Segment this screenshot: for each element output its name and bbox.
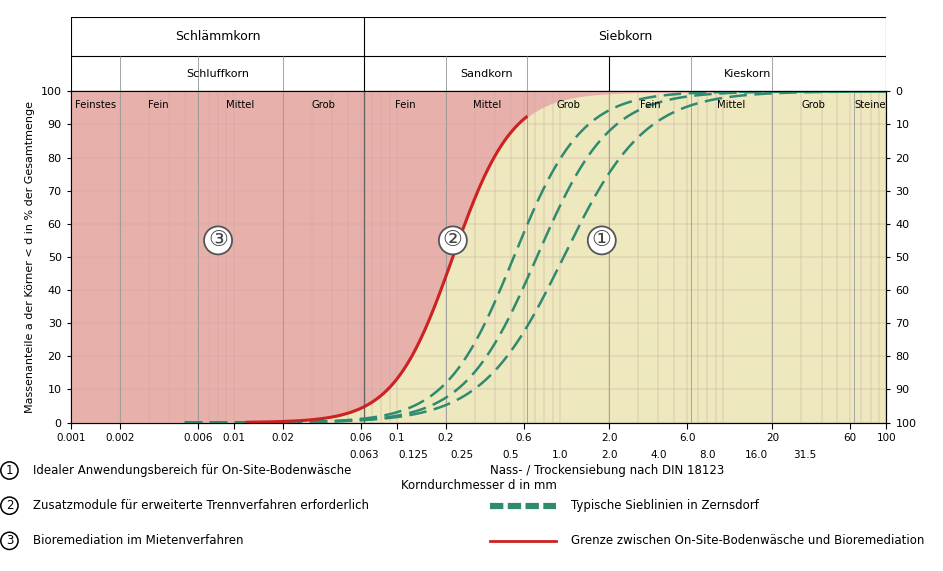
Text: 1: 1 [6,464,13,477]
Text: Feinstes: Feinstes [74,100,116,110]
Text: Idealer Anwendungsbereich für On-Site-Bodenwäsche: Idealer Anwendungsbereich für On-Site-Bo… [33,464,352,477]
Text: 2.0: 2.0 [601,451,618,460]
Text: Mittel: Mittel [718,100,746,110]
Text: Nass- / Trockensiebung nach DIN 18123: Nass- / Trockensiebung nach DIN 18123 [490,464,724,477]
Text: ③: ③ [208,230,228,251]
Text: 16.0: 16.0 [745,451,769,460]
Text: Fein: Fein [148,100,169,110]
Text: Zusatzmodule für erweiterte Trennverfahren erforderlich: Zusatzmodule für erweiterte Trennverfahr… [33,499,369,512]
Text: 0.063: 0.063 [350,451,379,460]
Text: Fein: Fein [639,100,660,110]
Text: ②: ② [443,230,463,251]
Text: 4.0: 4.0 [650,451,667,460]
Text: 0.125: 0.125 [398,451,428,460]
Text: Sandkorn: Sandkorn [460,69,513,79]
Text: Grob: Grob [802,100,825,110]
Text: Typische Sieblinien in Zernsdorf: Typische Sieblinien in Zernsdorf [571,499,758,512]
Text: Grenze zwischen On-Site-Bodenwäsche und Bioremediation: Grenze zwischen On-Site-Bodenwäsche und … [571,534,924,548]
Text: Bioremediation im Mietenverfahren: Bioremediation im Mietenverfahren [33,534,243,548]
Text: Grob: Grob [556,100,580,110]
Text: 0.5: 0.5 [503,451,520,460]
Text: Mittel: Mittel [472,100,501,110]
Text: Kieskorn: Kieskorn [724,69,771,79]
Text: 3: 3 [6,534,13,548]
Text: Schlämmkorn: Schlämmkorn [174,30,260,43]
Text: 8.0: 8.0 [699,451,716,460]
Text: 1.0: 1.0 [552,451,569,460]
Text: ①: ① [592,230,612,251]
Text: Schluffkorn: Schluffkorn [186,69,249,79]
Text: 31.5: 31.5 [793,451,817,460]
Text: 2: 2 [6,499,13,512]
Text: Mittel: Mittel [226,100,255,110]
X-axis label: Korndurchmesser d in mm: Korndurchmesser d in mm [401,479,556,492]
Text: Siebkorn: Siebkorn [598,30,653,43]
Text: 0.25: 0.25 [451,451,473,460]
Text: Grob: Grob [312,100,336,110]
Y-axis label: Massenanteile a der Körner < d in % der Gesamtmenge: Massenanteile a der Körner < d in % der … [25,101,35,413]
Text: Steine: Steine [854,100,885,110]
Text: Fein: Fein [395,100,416,110]
